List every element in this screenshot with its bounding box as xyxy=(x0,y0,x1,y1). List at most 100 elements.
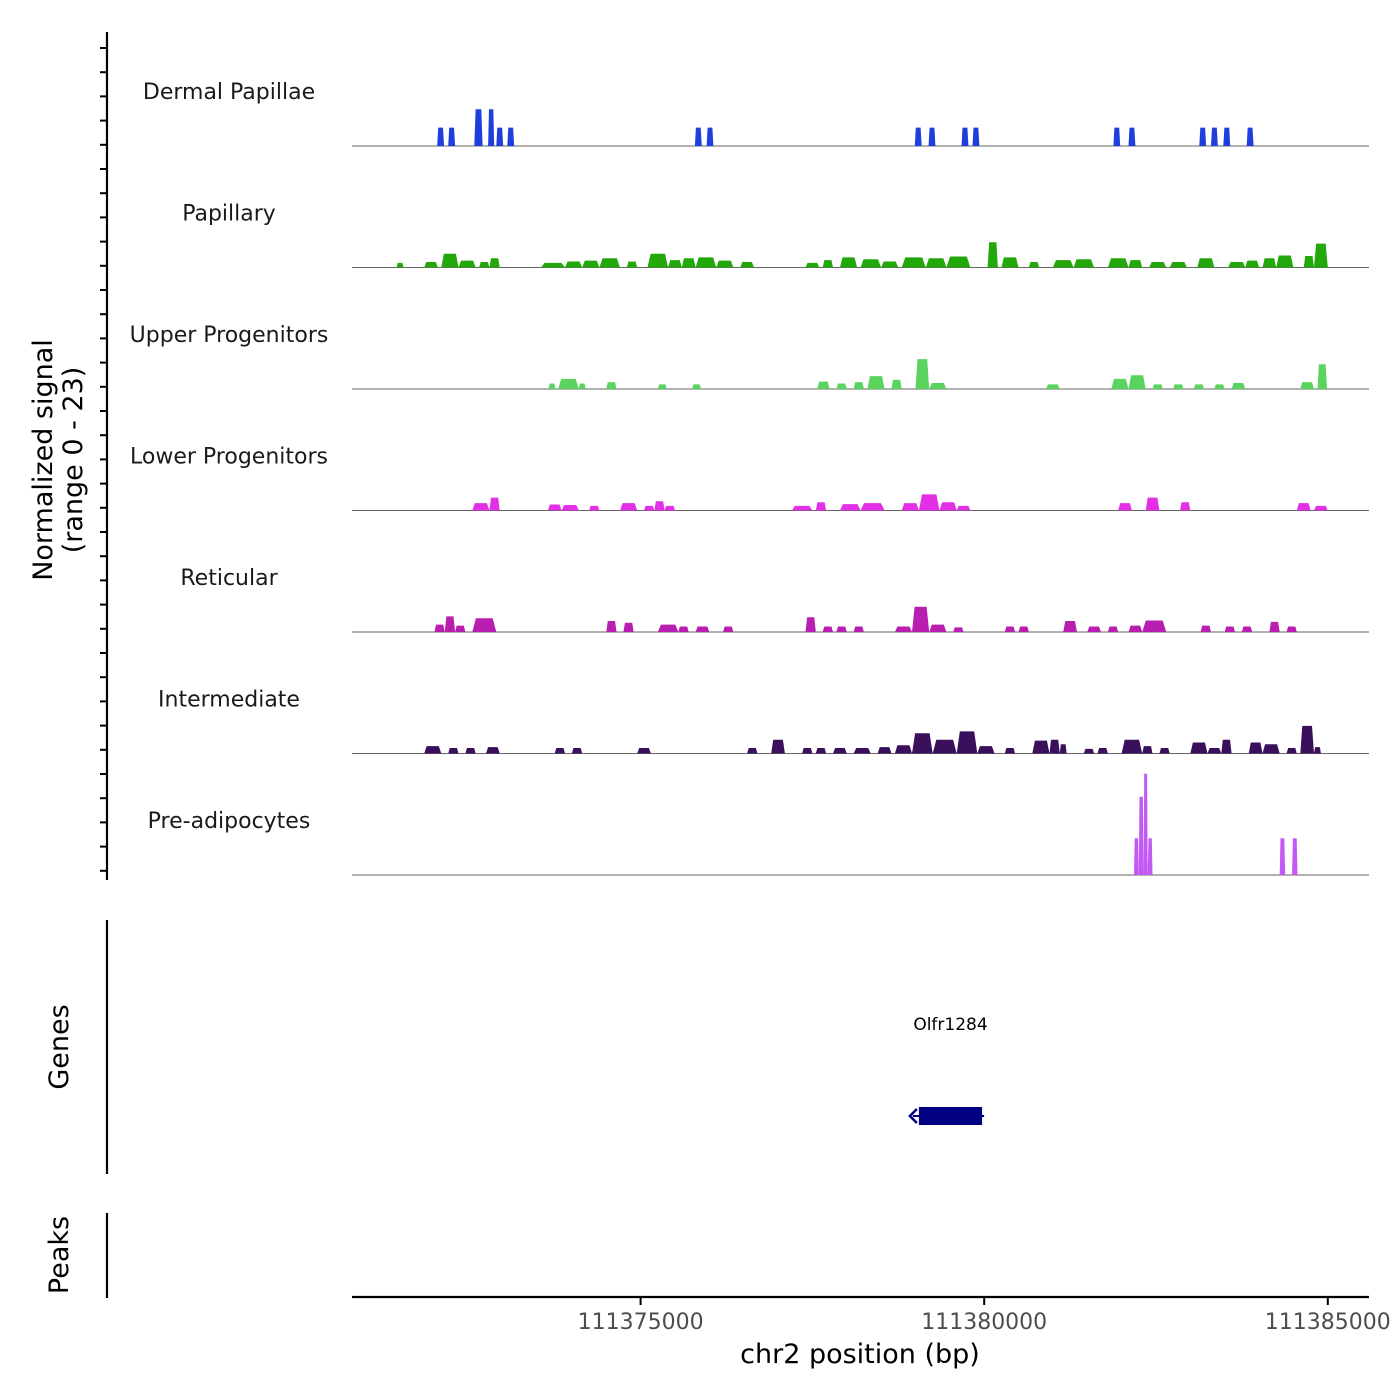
track-label: Intermediate xyxy=(158,688,300,713)
signal-peak xyxy=(1128,375,1146,389)
signal-peak xyxy=(664,505,675,511)
signal-peak xyxy=(1276,255,1294,268)
signal-peak xyxy=(802,748,813,754)
signal-peak xyxy=(1032,740,1050,754)
signal-peak xyxy=(1052,260,1074,268)
signal-peak xyxy=(953,627,964,632)
signal-peak xyxy=(1262,258,1277,268)
track-label: Pre-adipocytes xyxy=(148,809,311,834)
signal-peak xyxy=(448,748,459,754)
signal-peak xyxy=(815,748,827,754)
signal-peak xyxy=(455,625,466,632)
genes-track: Olfr1284 xyxy=(908,1015,988,1125)
signal-peak xyxy=(1248,742,1263,754)
signal-peak xyxy=(694,127,702,146)
signal-peak xyxy=(1190,742,1208,754)
signal-peak xyxy=(1296,503,1311,511)
signal-peak xyxy=(507,127,515,146)
signal-peak xyxy=(1199,127,1207,146)
signal-peak xyxy=(458,260,476,268)
signal-peak xyxy=(836,626,847,632)
signal-peak xyxy=(1314,243,1328,268)
signal-peak xyxy=(1001,257,1019,268)
gene-body xyxy=(918,1107,983,1125)
signal-peak xyxy=(791,505,813,511)
signal-peak xyxy=(1111,378,1129,389)
signal-peak xyxy=(815,502,827,511)
signal-peak xyxy=(1147,838,1153,875)
signal-peak xyxy=(928,127,936,146)
signal-peak xyxy=(853,748,871,754)
signal-peak xyxy=(901,503,919,511)
track-reticular: Reticular xyxy=(180,566,1369,633)
coverage-tracks: Dermal Papillae Papillary Upper Progenitor… xyxy=(130,80,1369,876)
signal-peak xyxy=(623,622,634,632)
signal-peak xyxy=(582,260,600,268)
signal-peak xyxy=(1059,744,1067,754)
signal-peak xyxy=(479,262,490,268)
track-papillary: Papillary xyxy=(182,202,1369,268)
x-tick-label: 111380000 xyxy=(921,1310,1047,1335)
signal-peak xyxy=(547,504,562,511)
signal-peak xyxy=(1063,621,1077,632)
track-label: Upper Progenitors xyxy=(130,323,329,348)
signal-peak xyxy=(1142,620,1167,632)
signal-peak xyxy=(496,127,504,146)
signal-peak xyxy=(554,748,565,754)
signal-peak xyxy=(1193,384,1205,389)
signal-peak xyxy=(1028,262,1040,268)
signal-peak xyxy=(839,257,858,268)
signal-peak xyxy=(805,617,816,632)
signal-peak xyxy=(853,626,864,632)
signal-peak xyxy=(626,261,638,268)
signal-peak xyxy=(488,109,495,146)
signal-peak xyxy=(894,626,912,632)
signal-peak xyxy=(1246,127,1254,146)
signal-peak xyxy=(723,626,734,632)
signal-peak xyxy=(860,259,882,268)
signal-peak xyxy=(771,739,785,754)
signal-peak xyxy=(1241,626,1253,632)
track-intermediate: Intermediate xyxy=(158,688,1369,754)
signal-y-ticks xyxy=(100,47,107,872)
signal-peak xyxy=(939,502,957,511)
signal-peak xyxy=(444,616,456,632)
y-axis-title: Normalized signal xyxy=(28,339,59,581)
signal-peak xyxy=(474,109,483,146)
signal-peak xyxy=(647,253,669,268)
signal-peak xyxy=(961,127,969,146)
signal-peak xyxy=(1138,796,1144,875)
signal-peak xyxy=(637,748,651,754)
signal-peak xyxy=(396,262,404,268)
signal-peak xyxy=(1087,626,1101,632)
signal-peak xyxy=(424,262,438,268)
signal-peak xyxy=(424,746,442,754)
signal-peak xyxy=(1121,739,1143,754)
signal-peak xyxy=(1113,127,1121,146)
signal-peak xyxy=(1145,497,1160,511)
signal-peak xyxy=(678,626,689,632)
signal-peak xyxy=(1300,382,1314,389)
signal-peak xyxy=(668,260,682,268)
gene-label: Olfr1284 xyxy=(913,1015,987,1035)
signal-peak xyxy=(740,262,754,268)
signal-peak xyxy=(565,261,583,268)
signal-peak xyxy=(817,381,830,389)
signal-peak xyxy=(1207,748,1222,754)
genes-panel-title: Genes xyxy=(44,1004,75,1089)
signal-peak xyxy=(918,494,940,511)
track-label: Papillary xyxy=(182,202,276,227)
signal-peak xyxy=(1262,744,1280,754)
y-axis-range-label: (range 0 - 23) xyxy=(58,367,89,554)
track-upper-progenitors: Upper Progenitors xyxy=(130,323,1369,390)
signal-peak xyxy=(1128,127,1136,146)
signal-peak xyxy=(437,127,445,146)
track-pre-adipocytes: Pre-adipocytes xyxy=(148,773,1369,876)
signal-peak xyxy=(836,383,847,389)
signal-peak xyxy=(956,505,971,511)
signal-peak xyxy=(489,497,500,511)
signal-peak xyxy=(1083,748,1095,754)
signal-peak xyxy=(987,242,998,268)
signal-peak xyxy=(589,505,600,511)
